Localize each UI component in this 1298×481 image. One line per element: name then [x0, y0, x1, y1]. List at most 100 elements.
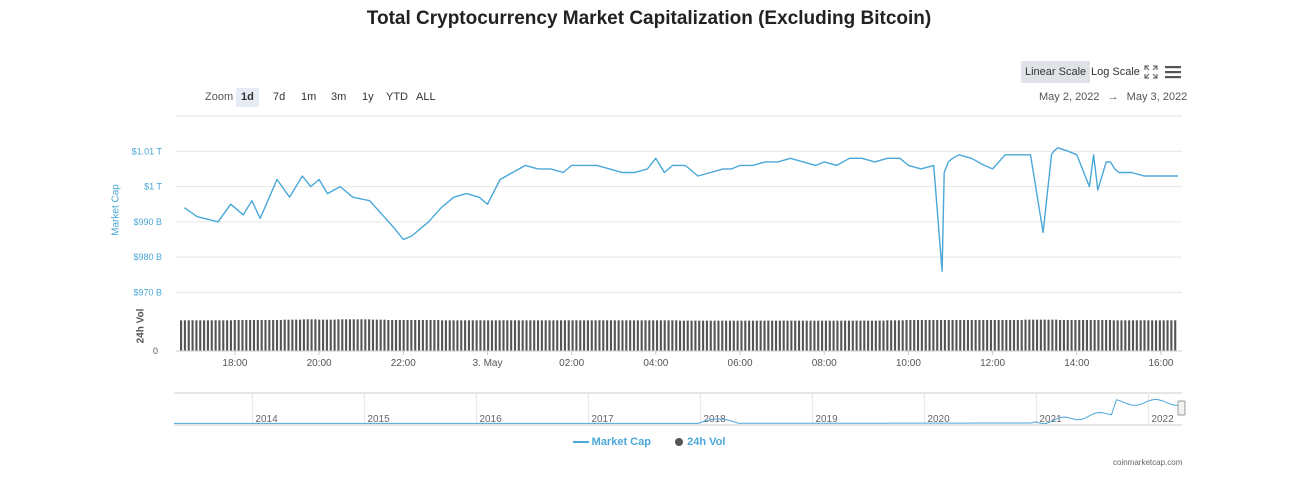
volume-bar: [256, 319, 259, 351]
volume-bar: [345, 319, 348, 351]
linear-scale-button[interactable]: Linear Scale: [1021, 61, 1091, 83]
zoom-3m-button[interactable]: 3m: [331, 91, 347, 103]
volume-bar: [298, 319, 302, 351]
volume-bar: [583, 320, 586, 351]
volume-bar: [379, 319, 382, 351]
credit-link[interactable]: coinmarketcap.com: [1113, 458, 1183, 467]
zoom-1m-button[interactable]: 1m: [301, 91, 317, 103]
log-scale-button[interactable]: Log Scale: [1091, 66, 1140, 78]
legend-market-cap[interactable]: Market Cap: [572, 436, 651, 448]
volume-bar: [855, 320, 858, 351]
volume-bar: [629, 320, 632, 351]
volume-bar: [840, 320, 843, 351]
volume-bar: [540, 320, 543, 351]
volume-bar: [467, 320, 470, 351]
volume-bar: [1001, 319, 1004, 351]
y-tick-label: $970 B: [133, 287, 162, 297]
volume-bar: [828, 320, 831, 351]
zoom-all-button[interactable]: ALL: [416, 91, 436, 103]
zoom-1y-button[interactable]: 1y: [362, 91, 374, 103]
date-range[interactable]: May 2, 2022 → May 3, 2022: [1039, 91, 1187, 103]
volume-bar: [821, 320, 824, 351]
volume-bar: [1024, 319, 1027, 351]
volume-bar: [371, 319, 375, 351]
volume-bar: [602, 320, 605, 351]
volume-bar: [586, 320, 589, 351]
zoom-ytd-button[interactable]: YTD: [386, 91, 408, 103]
volume-bar: [1028, 319, 1031, 351]
zoom-1d-button[interactable]: 1d: [236, 88, 259, 107]
volume-bar: [909, 319, 912, 351]
zoom-7d-button[interactable]: 7d: [273, 91, 286, 103]
menu-icon[interactable]: [1164, 64, 1182, 80]
volume-bar: [613, 320, 616, 351]
volume-bar: [348, 319, 351, 351]
volume-bar: [302, 319, 305, 351]
volume-bar: [498, 320, 501, 351]
volume-bar: [721, 320, 724, 351]
volume-bar: [406, 319, 409, 351]
volume-bar: [283, 319, 286, 351]
volume-bar: [959, 319, 962, 351]
volume-bar: [533, 320, 536, 351]
grid-lines: [176, 115, 1182, 293]
date-to[interactable]: May 3, 2022: [1126, 91, 1188, 103]
volume-bar: [740, 320, 743, 351]
volume-bar: [1043, 319, 1046, 351]
navigator[interactable]: 2014 2015 2016 2017 2018 2019 2020 2021 2022: [174, 392, 1186, 426]
volume-bar: [275, 319, 279, 351]
volume-bar: [222, 320, 225, 351]
volume-bar: [970, 319, 973, 351]
navigator-handle[interactable]: [1177, 400, 1186, 416]
volume-bar: [771, 320, 774, 351]
date-separator: →: [1107, 91, 1119, 103]
volume-bar: [517, 320, 520, 351]
volume-bar: [851, 320, 854, 351]
volume-bar: [874, 320, 877, 351]
volume-bar: [878, 320, 881, 351]
date-from[interactable]: May 2, 2022: [1039, 91, 1100, 103]
volume-bar: [479, 320, 482, 351]
volume-bar: [870, 320, 874, 351]
volume-bar: [982, 319, 985, 351]
volume-bar: [763, 320, 766, 351]
volume-bar: [1112, 320, 1115, 351]
volume-bar: [801, 320, 804, 351]
volume-bar: [974, 319, 977, 351]
volume-bar: [655, 320, 659, 351]
volume-bar: [329, 319, 332, 351]
volume-bar: [429, 319, 432, 351]
volume-bar: [920, 319, 923, 351]
volume-bar: [279, 319, 282, 351]
volume-bar: [306, 319, 309, 351]
x-tick-label: 08:00: [812, 358, 837, 369]
fullscreen-icon[interactable]: [1143, 64, 1159, 80]
legend-volume[interactable]: 24h Vol: [674, 436, 725, 448]
volume-bar: [272, 319, 275, 351]
volume-bar: [652, 320, 655, 351]
volume-bar: [844, 320, 847, 351]
volume-bar: [955, 319, 958, 351]
volume-bar: [748, 320, 751, 351]
volume-bar: [648, 320, 651, 351]
volume-bar: [525, 320, 528, 351]
x-tick-label: 16:00: [1148, 358, 1173, 369]
volume-bar: [195, 320, 198, 351]
market-cap-line: [183, 147, 1178, 272]
volume-bar: [1170, 320, 1173, 351]
volume-bar: [940, 319, 943, 351]
volume-bar: [606, 320, 609, 351]
volume-bar: [1147, 320, 1150, 351]
volume-bar: [782, 320, 785, 351]
volume-bar: [1016, 319, 1019, 351]
volume-bar: [268, 319, 271, 351]
volume-bar: [460, 320, 463, 351]
volume-bar: [513, 320, 517, 351]
volume-bar: [847, 320, 850, 351]
volume-bar: [464, 320, 467, 351]
legend: Market Cap 24h Vol: [0, 436, 1298, 448]
volume-bar: [1101, 319, 1104, 351]
legend-market-cap-label: Market Cap: [591, 436, 651, 448]
y-tick-labels: $1.01 T $1 T $990 B $980 B $970 B: [132, 146, 163, 297]
